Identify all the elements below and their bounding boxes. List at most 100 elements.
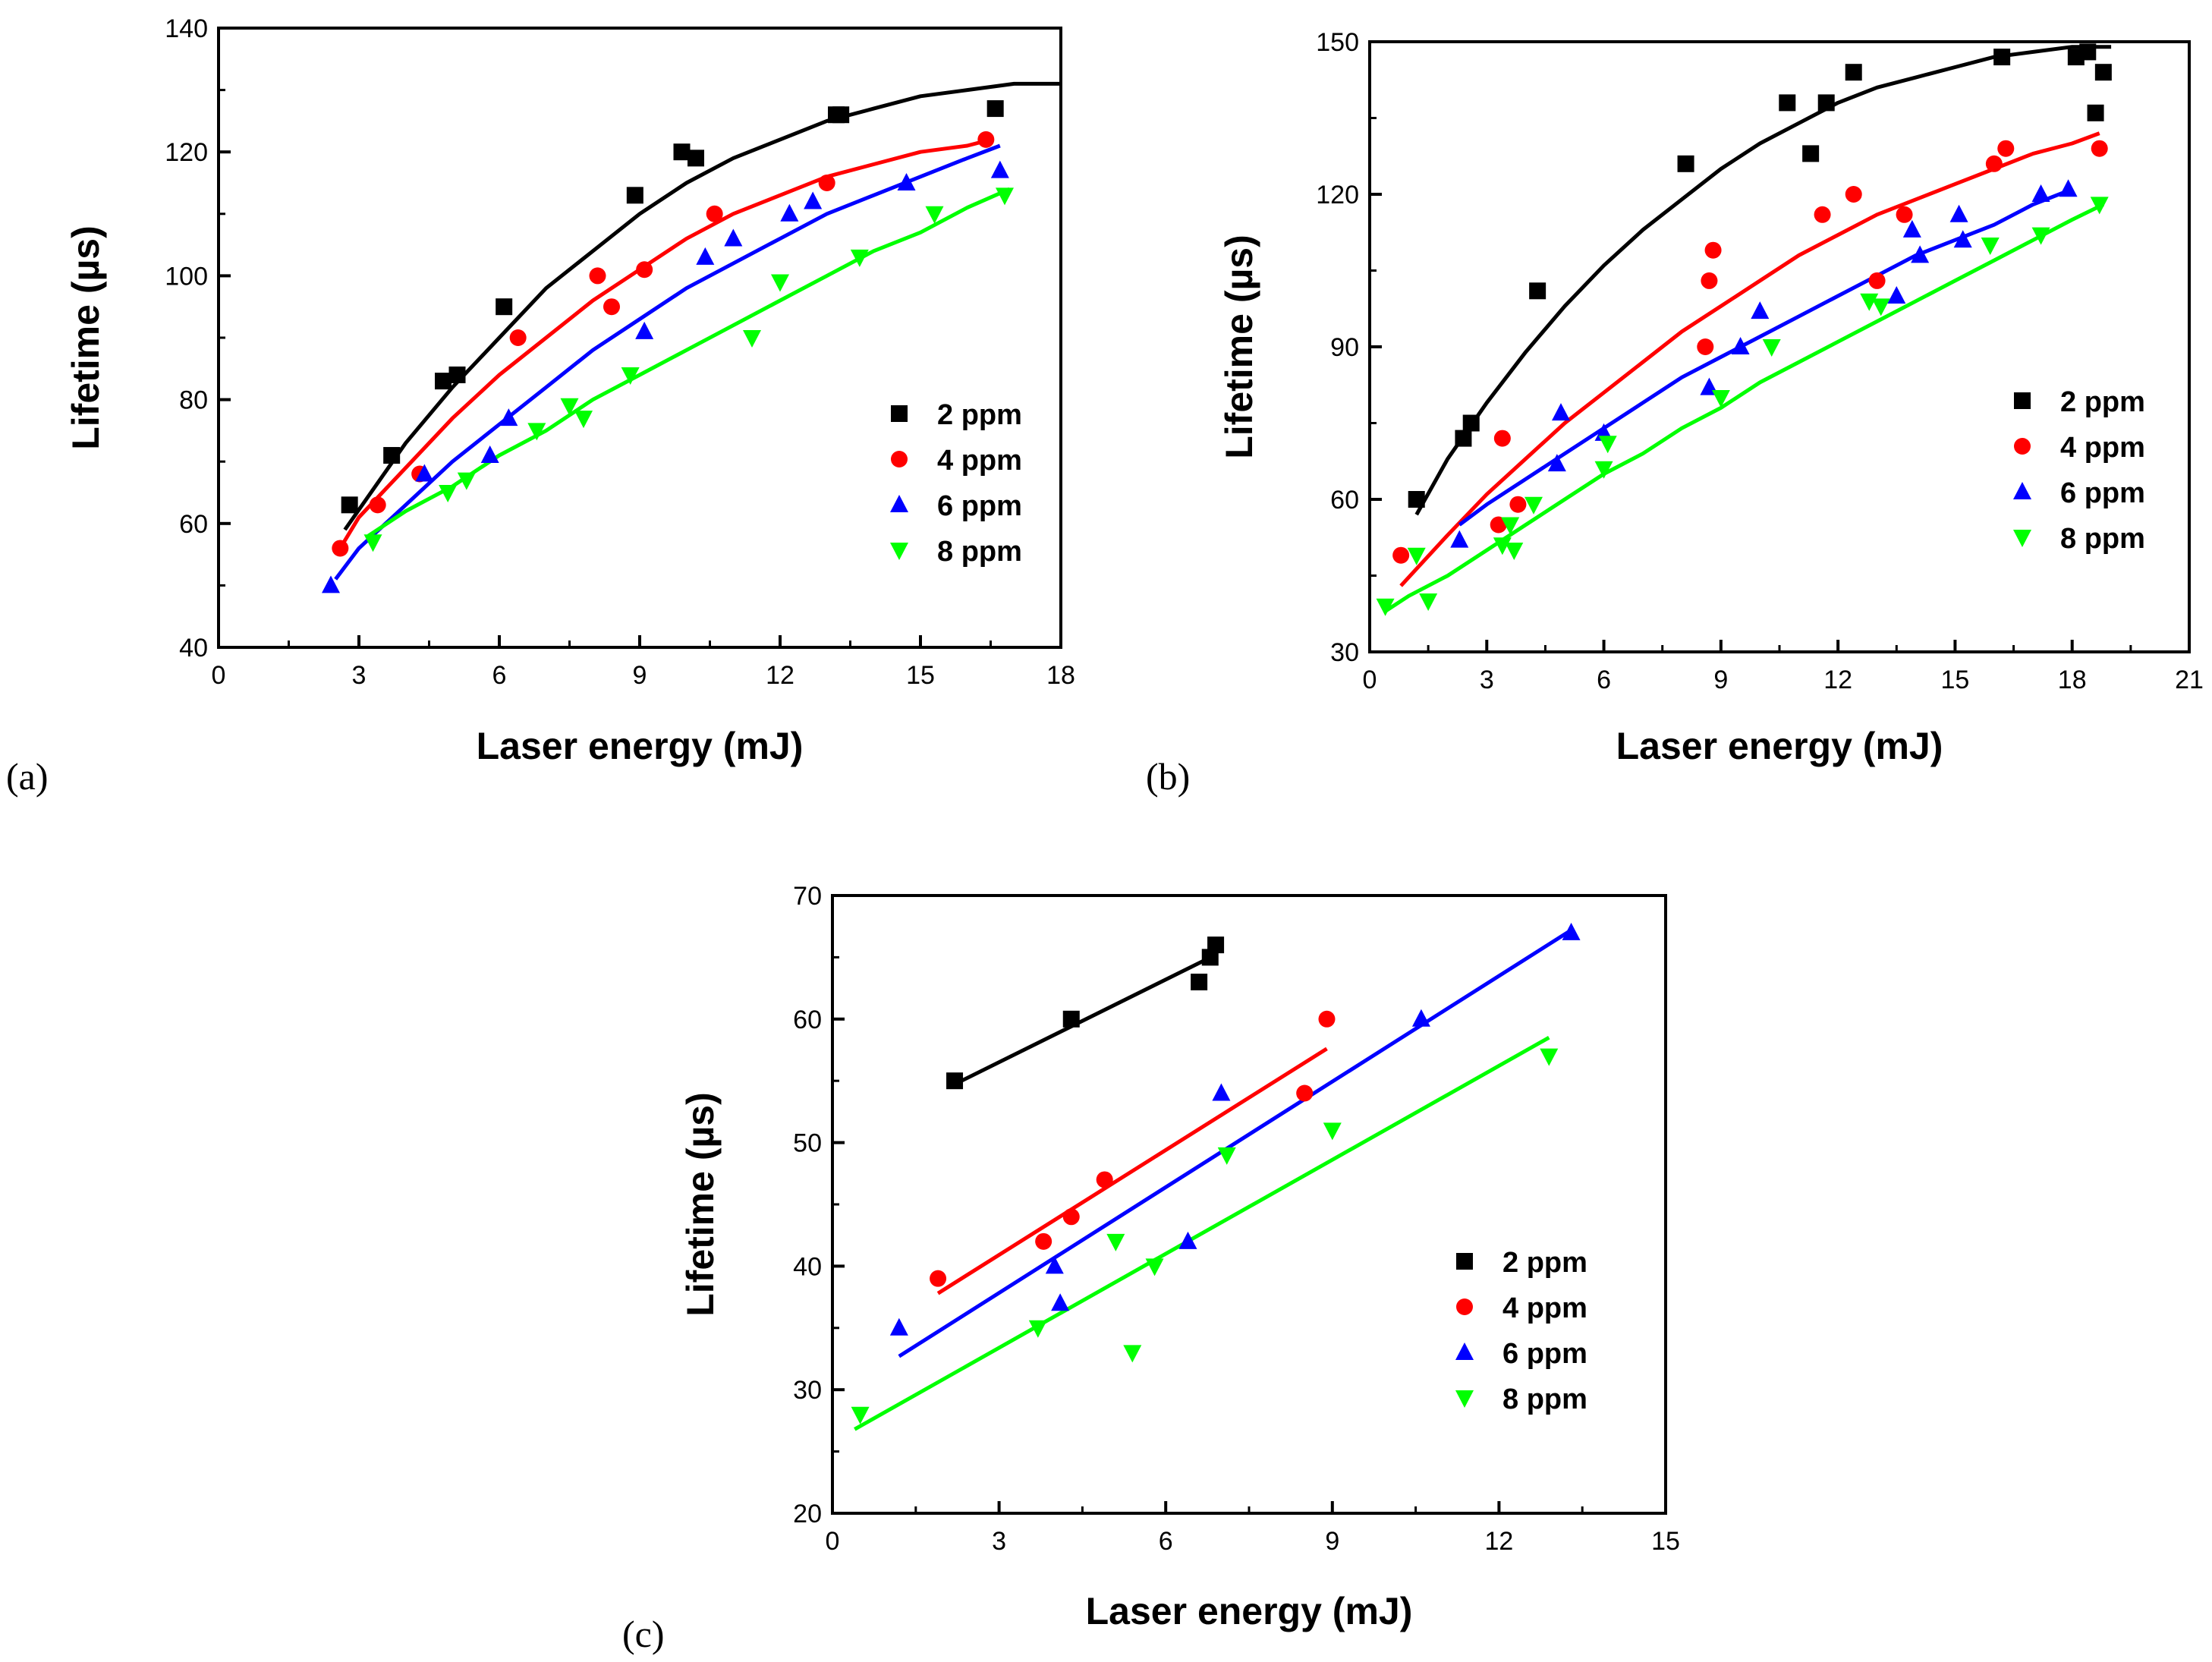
data-point-2-ppm — [1802, 145, 1820, 162]
data-point-8-ppm — [574, 411, 593, 429]
x-tick-label: 12 — [1823, 666, 1852, 694]
data-point-4-ppm — [818, 175, 835, 191]
data-point-6-ppm — [897, 173, 916, 190]
data-point-6-ppm — [1911, 245, 1930, 263]
data-point-8-ppm — [1123, 1345, 1142, 1363]
data-point-8-ppm — [1407, 547, 1426, 565]
panel-label: (a) — [6, 755, 49, 798]
data-point-8-ppm — [1028, 1320, 1047, 1338]
data-point-8-ppm — [1145, 1258, 1164, 1276]
data-point-4-ppm — [1096, 1171, 1113, 1188]
x-tick-label: 3 — [992, 1527, 1006, 1556]
legend-marker — [1456, 1298, 1473, 1315]
data-point-4-ppm — [1997, 140, 2015, 157]
y-axis-title: Lifetime (µs) — [1218, 235, 1260, 459]
data-point-8-ppm — [996, 187, 1014, 206]
fit-line-8-ppm — [854, 1036, 1550, 1431]
data-point-4-ppm — [977, 131, 995, 148]
legend-marker — [890, 543, 908, 560]
legend-marker — [1455, 1390, 1474, 1408]
data-point-4-ppm — [2091, 140, 2108, 157]
data-point-4-ppm — [1896, 206, 1913, 223]
data-point-8-ppm — [1323, 1122, 1342, 1141]
legend-label: 6 ppm — [1502, 1338, 1587, 1370]
y-tick-label: 90 — [1330, 333, 1359, 362]
data-point-2-ppm — [1191, 973, 1208, 990]
data-point-8-ppm — [851, 1406, 870, 1424]
data-point-4-ppm — [930, 1270, 947, 1287]
data-point-2-ppm — [1455, 430, 1472, 447]
fit-line-2-ppm — [343, 81, 1061, 531]
x-axis-title: Laser energy (mJ) — [1086, 1590, 1413, 1632]
panel-a: 0 3 6 9 12 15 18 40 60 80 100 120 140 Laser energy (m… — [6, 14, 1075, 798]
legend-label: 6 ppm — [937, 490, 1022, 522]
data-point-2-ppm — [986, 100, 1004, 118]
legend-label: 6 ppm — [2060, 477, 2145, 509]
data-point-8-ppm — [1106, 1233, 1125, 1251]
data-point-4-ppm — [1704, 241, 1722, 259]
legend-marker — [891, 451, 908, 467]
data-point-4-ppm — [1845, 186, 1862, 203]
y-tick-label: 80 — [179, 386, 208, 415]
data-point-6-ppm — [1751, 301, 1770, 319]
data-point-8-ppm — [1376, 598, 1395, 616]
panel-label: (c) — [622, 1613, 665, 1655]
data-point-8-ppm — [1981, 238, 2000, 255]
data-point-6-ppm — [804, 191, 823, 209]
x-tick-label: 18 — [1046, 661, 1075, 690]
data-point-2-ppm — [2094, 64, 2112, 81]
y-tick-label: 40 — [793, 1252, 822, 1281]
y-tick-label: 70 — [793, 882, 822, 911]
data-point-4-ppm — [1868, 272, 1886, 289]
legend-marker — [1456, 1253, 1473, 1270]
legend-label: 4 ppm — [1502, 1292, 1587, 1324]
data-point-4-ppm — [1697, 338, 1714, 355]
data-point-2-ppm — [341, 496, 358, 514]
fit-line-8-ppm — [1384, 203, 2104, 613]
data-point-8-ppm — [1217, 1147, 1236, 1165]
data-point-8-ppm — [1501, 517, 1520, 535]
data-point-6-ppm — [724, 228, 743, 247]
x-tick-label: 6 — [1159, 1527, 1173, 1556]
data-point-2-ppm — [946, 1072, 964, 1090]
data-point-4-ppm — [1490, 516, 1507, 534]
data-point-6-ppm — [1731, 337, 1750, 354]
y-tick-label: 60 — [793, 1006, 822, 1034]
legend-marker — [1455, 1343, 1474, 1360]
data-point-4-ppm — [1493, 430, 1511, 447]
y-tick-label: 120 — [165, 138, 208, 167]
legend-label: 8 ppm — [937, 536, 1022, 568]
y-tick-label: 20 — [793, 1500, 822, 1528]
x-tick-label: 12 — [766, 661, 794, 690]
data-point-2-ppm — [1462, 414, 1480, 432]
x-tick-label: 6 — [1597, 666, 1611, 694]
data-point-4-ppm — [1062, 1208, 1080, 1226]
data-point-6-ppm — [889, 1317, 908, 1336]
data-point-6-ppm — [499, 408, 518, 427]
y-tick-label: 30 — [793, 1376, 822, 1405]
data-point-2-ppm — [1677, 155, 1694, 172]
y-tick-label: 60 — [179, 510, 208, 539]
data-point-2-ppm — [496, 298, 513, 316]
data-point-2-ppm — [1062, 1010, 1080, 1028]
data-point-4-ppm — [1318, 1010, 1336, 1028]
data-point-4-ppm — [369, 496, 386, 514]
fit-line-6-ppm — [898, 928, 1572, 1358]
legend-marker — [2013, 482, 2031, 499]
data-point-2-ppm — [1779, 94, 1796, 112]
data-point-6-ppm — [696, 247, 715, 265]
data-point-2-ppm — [1845, 64, 1862, 81]
data-point-2-ppm — [673, 143, 691, 161]
data-point-4-ppm — [1985, 155, 2003, 172]
data-point-2-ppm — [626, 187, 643, 204]
panel-c: 0 3 6 9 12 15 20 30 40 50 60 70 Laser energy (mJ) Lif… — [622, 882, 1680, 1655]
data-point-8-ppm — [771, 274, 789, 292]
legend-label: 2 ppm — [937, 399, 1022, 431]
data-point-2-ppm — [688, 150, 704, 167]
data-point-2-ppm — [1993, 49, 2011, 66]
x-tick-label: 0 — [212, 661, 226, 690]
y-tick-label: 60 — [1330, 486, 1359, 515]
x-tick-label: 15 — [1941, 666, 1970, 694]
data-point-8-ppm — [1762, 339, 1781, 357]
